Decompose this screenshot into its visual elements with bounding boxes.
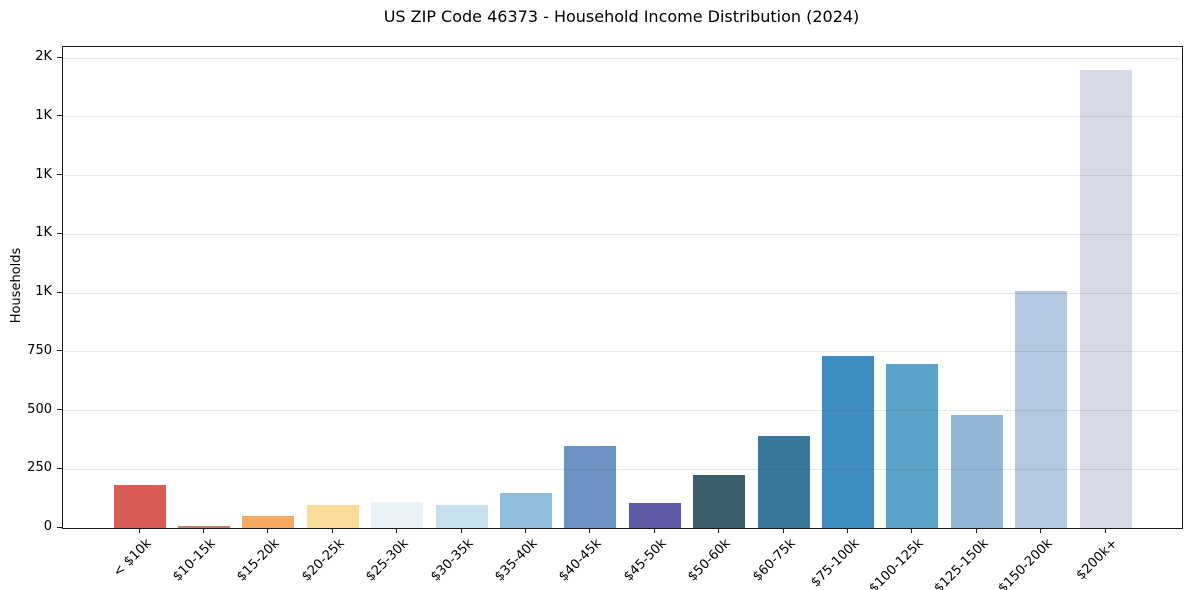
- gridline: [63, 292, 1182, 294]
- y-tick-label: 1K: [35, 225, 52, 241]
- y-tick-mark: [57, 409, 62, 410]
- y-tick-label: 750: [27, 342, 52, 358]
- x-tick-mark: [203, 528, 204, 533]
- y-tick-label: 500: [27, 401, 52, 417]
- bar: [628, 503, 681, 528]
- x-tick-mark: [1040, 528, 1042, 533]
- bar: [178, 525, 230, 528]
- bar: [822, 356, 874, 528]
- x-tick-mark: [975, 528, 977, 533]
- bar: [886, 363, 939, 528]
- y-tick-mark: [57, 467, 62, 469]
- gridline: [63, 175, 1182, 177]
- y-tick-mark: [57, 291, 62, 293]
- y-tick-label: 0: [43, 519, 52, 534]
- bar: [1079, 69, 1132, 528]
- x-tick-label: < $10k: [110, 536, 155, 581]
- bar: [435, 504, 488, 528]
- x-tick-mark: [138, 528, 140, 533]
- y-tick-mark: [57, 115, 62, 117]
- y-tick-mark: [57, 350, 62, 352]
- x-tick-mark: [653, 528, 655, 533]
- y-tick-label: 2K: [35, 49, 52, 65]
- y-tick-mark: [57, 174, 62, 176]
- bar: [564, 445, 617, 528]
- gridline: [63, 57, 1182, 59]
- gridline: [63, 116, 1182, 118]
- gridline: [63, 468, 1182, 470]
- y-tick-label: 1K: [35, 284, 52, 300]
- bar: [693, 475, 746, 528]
- chart-title: US ZIP Code 46373 - Household Income Dis…: [383, 7, 860, 26]
- y-tick-label: 1K: [35, 166, 52, 182]
- bar: [1015, 290, 1068, 528]
- x-tick-mark: [718, 528, 720, 533]
- x-tick-mark: [460, 528, 462, 533]
- y-tick-label: 250: [27, 460, 52, 476]
- bar: [371, 502, 424, 528]
- bar: [242, 516, 295, 528]
- x-tick-mark: [911, 528, 913, 533]
- bar: [950, 415, 1003, 528]
- y-tick-mark: [57, 526, 62, 528]
- x-tick-mark: [267, 528, 269, 533]
- x-tick-mark: [1104, 528, 1106, 533]
- x-tick-mark: [589, 528, 591, 533]
- bar: [306, 504, 359, 528]
- gridline: [63, 233, 1182, 235]
- x-tick-mark: [396, 528, 398, 533]
- x-tick-mark: [525, 528, 526, 533]
- x-tick-mark: [847, 528, 848, 533]
- x-tick-mark: [782, 528, 784, 533]
- gridline: [63, 351, 1182, 353]
- y-tick-mark: [57, 232, 62, 234]
- bar: [757, 436, 810, 528]
- gridline: [63, 410, 1182, 412]
- x-tick-mark: [331, 528, 333, 533]
- y-tick-mark: [57, 56, 62, 58]
- plot-area: [62, 46, 1183, 529]
- bar: [113, 484, 166, 528]
- y-tick-label: 1K: [35, 107, 52, 123]
- bar: [500, 492, 552, 528]
